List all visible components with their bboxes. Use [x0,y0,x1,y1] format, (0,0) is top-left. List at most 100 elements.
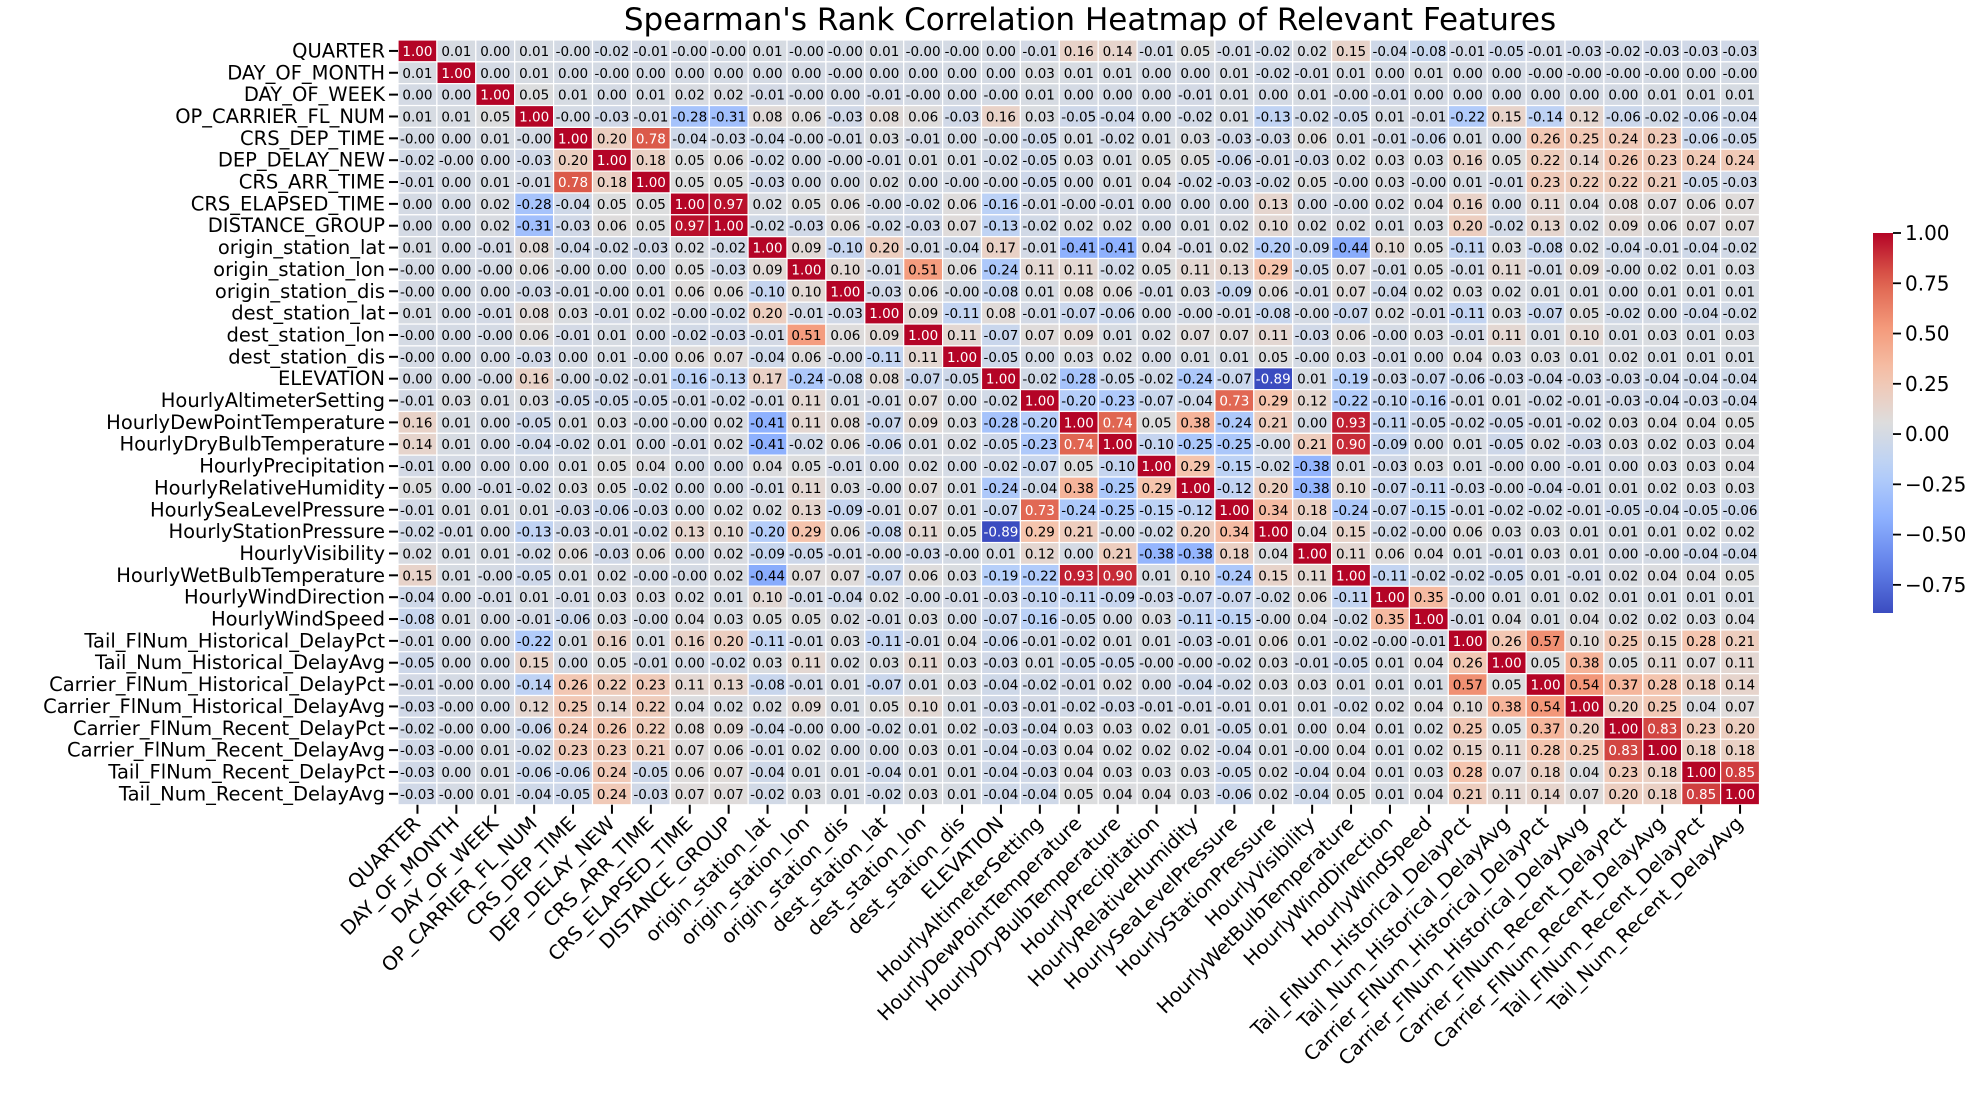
cell-value-label: 0.01 [830,394,860,410]
cell-value-label: 0.01 [1608,481,1638,497]
cell-value-label: 0.11 [908,350,938,366]
cell-value-label: -0.20 [1061,394,1096,410]
cell-value-label: 0.01 [441,415,471,431]
cell-value-label: 0.00 [869,459,899,475]
cell-value-label: 0.25 [1647,699,1677,715]
cell-value-label: -0.04 [750,765,785,781]
cell-value-label: -0.01 [1178,241,1213,257]
cell-value-label: 0.06 [1258,634,1288,650]
cell-value-label: -0.01 [906,131,941,147]
cell-value-label: 0.06 [675,765,705,781]
cell-value-label: -0.08 [828,372,863,388]
cell-value-label: -0.03 [1100,699,1135,715]
cell-value-label: 0.21 [1064,525,1094,541]
cell-value-label: 0.10 [1258,219,1288,235]
cell-value-label: 0.05 [1064,787,1094,803]
cell-value-label: -0.04 [1645,372,1680,388]
cell-value-label: -0.00 [1334,175,1369,191]
cell-value-label: 0.09 [791,241,821,257]
cell-value-label: -0.03 [556,503,591,519]
cell-value-label: -0.02 [1334,612,1369,628]
cell-value-label: -0.00 [828,153,863,169]
cell-value-label: 0.07 [908,481,938,497]
cell-value-label: -0.04 [1606,241,1641,257]
cell-value-label: -0.04 [1295,765,1330,781]
cell-value-label: 0.05 [1180,44,1210,60]
cell-value-label: 0.34 [1219,525,1249,541]
cell-value-label: 0.01 [1647,590,1677,606]
cell-value-label: 0.24 [1686,153,1716,169]
cell-value-label: -0.44 [1334,241,1369,257]
cell-value-label: -0.02 [1217,678,1252,694]
cell-value-label: 0.04 [1336,765,1366,781]
cell-value-label: 0.06 [558,546,588,562]
cell-value-label: 0.01 [402,109,432,125]
cell-value-label: -0.05 [1295,262,1330,278]
cell-value-label: 0.03 [1258,656,1288,672]
cell-value-label: -0.07 [1022,459,1057,475]
cell-value-label: -0.02 [1528,394,1563,410]
cell-value-label: -0.01 [400,634,435,650]
cell-value-label: 0.11 [1531,197,1561,213]
cell-value-label: 1.00 [402,44,432,60]
cell-value-label: 0.03 [947,568,977,584]
cell-value-label: 0.01 [908,678,938,694]
cell-value-label: 0.01 [1453,175,1483,191]
cell-value-label: -0.09 [750,546,785,562]
cell-value-label: 0.06 [791,109,821,125]
cell-value-label: -0.07 [983,503,1018,519]
cell-value-label: 0.01 [402,306,432,322]
cell-value-label: -0.01 [478,590,513,606]
cell-value-label: 0.00 [480,612,510,628]
cell-value-label: -0.00 [906,88,941,104]
cell-value-label: 0.03 [1531,350,1561,366]
row-tick-label: CRS_ARR_TIME [239,171,385,194]
cell-value-label: 0.00 [714,459,744,475]
cell-value-label: 0.00 [480,678,510,694]
cell-value-label: -0.05 [1061,612,1096,628]
cell-value-label: 0.73 [1025,503,1055,519]
cell-value-label: 0.00 [1492,197,1522,213]
cell-value-label: 0.00 [1142,219,1172,235]
cell-value-label: -0.15 [1217,459,1252,475]
row-tick-label: HourlyStationPressure [168,520,385,543]
cell-value-label: -0.25 [1100,503,1135,519]
cell-value-label: 0.01 [480,131,510,147]
cell-value-label: 0.16 [1453,153,1483,169]
cell-value-label: 0.00 [480,350,510,366]
cell-value-label: 1.00 [869,306,899,322]
cell-value-label: 0.06 [597,219,627,235]
cell-value-label: 0.20 [714,634,744,650]
cell-value-label: 0.00 [636,262,666,278]
cell-value-label: -0.00 [1606,66,1641,82]
cell-value-label: 0.01 [441,503,471,519]
cell-value-label: -0.00 [400,284,435,300]
cell-value-label: 0.18 [1647,765,1677,781]
cell-value-label: 0.02 [1569,219,1599,235]
cell-value-label: -0.20 [1022,415,1057,431]
cell-value-label: 1.00 [1025,394,1055,410]
cell-value-label: -0.02 [1100,262,1135,278]
cell-value-label: 0.01 [636,88,666,104]
cell-value-label: -0.01 [400,678,435,694]
cell-value-label: 0.20 [597,131,627,147]
cell-value-label: -0.00 [1256,612,1291,628]
cell-value-label: -0.02 [1723,241,1758,257]
cell-value-label: -0.03 [828,109,863,125]
cell-value-label: 0.00 [986,44,1016,60]
cell-value-label: 0.38 [1180,415,1210,431]
cell-value-label: 0.06 [714,743,744,759]
cell-value-label: 0.06 [830,437,860,453]
cell-value-label: -0.01 [1061,678,1096,694]
cell-value-label: -0.25 [1100,481,1135,497]
cell-value-label: 0.00 [441,328,471,344]
cell-value-label: 0.06 [908,284,938,300]
cell-value-label: 0.00 [1180,197,1210,213]
cell-value-label: 0.07 [1180,328,1210,344]
cell-value-label: 0.34 [1258,503,1288,519]
cell-value-label: -0.02 [517,546,552,562]
cell-value-label: 0.00 [947,394,977,410]
cell-value-label: 0.02 [714,415,744,431]
cell-value-label: 0.24 [1608,131,1638,147]
cell-value-label: -0.01 [1372,131,1407,147]
